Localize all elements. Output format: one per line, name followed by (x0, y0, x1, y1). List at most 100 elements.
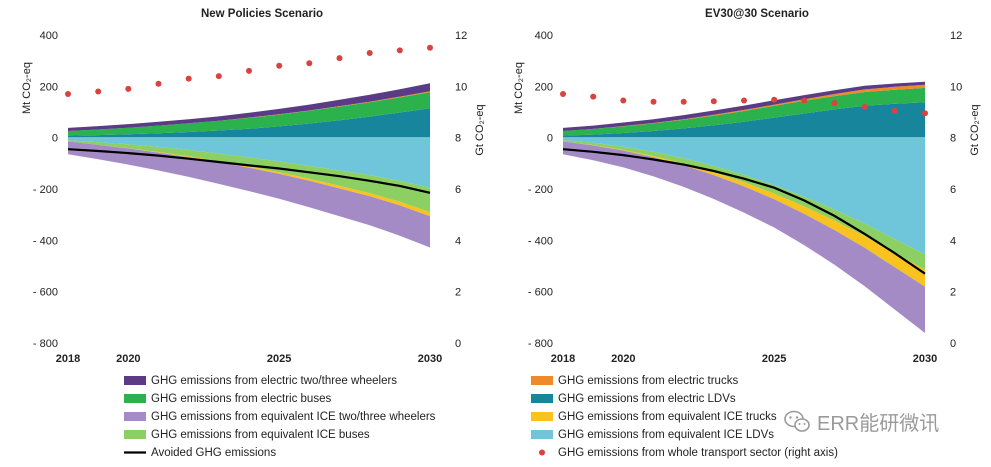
y-tick-label: 400 (40, 30, 58, 42)
y2-axis-label: Gt CO₂-eq (969, 104, 981, 155)
legend-label: GHG emissions from equivalent ICE two/th… (151, 411, 436, 423)
transport-sector-dot (336, 55, 343, 62)
legend-label: GHG emissions from whole transport secto… (558, 447, 838, 459)
y-axis-label: Mt CO₂-eq (513, 62, 525, 114)
y2-tick-label: 2 (455, 287, 461, 299)
y2-tick-label: 4 (950, 235, 956, 247)
y-tick-label: 200 (40, 81, 58, 93)
legend-label: GHG emissions from electric two/three wh… (151, 375, 397, 387)
panel-ev3030: 400 200 0 - 200 - 400 - 600 - 800 12 10 8 6 4 2 0 2018… (513, 8, 981, 365)
y2-tick-label: 10 (950, 81, 962, 93)
x-tick-label: 2018 (56, 353, 80, 365)
y-tick-label: 400 (535, 30, 553, 42)
watermark: ERR能研微讯 (784, 410, 939, 435)
y-axis-label: Mt CO₂-eq (21, 62, 33, 114)
y-tick-label: - 800 (528, 338, 553, 350)
area-positive-3 (563, 81, 925, 131)
y-tick-label: - 400 (528, 235, 553, 247)
x-tick-label: 2025 (267, 353, 291, 365)
legend-right: GHG emissions from electric trucks GHG em… (531, 375, 838, 459)
area-positive-3 (68, 83, 430, 131)
transport-sector-dot (215, 73, 222, 80)
transport-sector-dot (650, 98, 657, 105)
chart-title: New Policies Scenario (201, 8, 323, 20)
y2-tick-label: 12 (950, 30, 962, 42)
x-tick-label: 2020 (116, 353, 140, 365)
x-tick-label: 2025 (762, 353, 786, 365)
area-negative-3 (563, 141, 925, 333)
y2-tick-label: 8 (950, 133, 956, 145)
chart-title: EV30@30 Scenario (705, 8, 809, 20)
legend-swatch (539, 449, 545, 456)
transport-sector-dot (861, 103, 868, 110)
transport-sector-dot (396, 47, 403, 54)
y-tick-label: - 200 (33, 184, 58, 196)
y2-tick-label: 10 (455, 81, 467, 93)
area-negative-0 (563, 137, 925, 255)
transport-sector-dot (95, 88, 102, 95)
x-tick-label: 2030 (418, 353, 442, 365)
transport-sector-dot (741, 97, 747, 104)
transport-sector-dot (922, 110, 928, 117)
legend-left: GHG emissions from electric two/three wh… (124, 375, 436, 459)
x-tick-label: 2030 (913, 353, 937, 365)
avoided-emissions-line (67, 148, 431, 194)
y-tick-label: - 400 (33, 235, 58, 247)
transport-sector-dot (246, 67, 252, 74)
avoided-emissions-line (562, 148, 926, 275)
area-positive-2 (563, 84, 925, 131)
area-negative-0 (68, 137, 430, 188)
y-tick-label: 0 (547, 133, 553, 145)
area-positive-0 (68, 108, 430, 138)
watermark-text: ERR能研微讯 (817, 412, 939, 435)
legend-label: GHG emissions from electric buses (151, 393, 331, 405)
y2-tick-label: 8 (455, 133, 461, 145)
legend-swatch (124, 376, 146, 385)
area-negative-3 (68, 141, 430, 248)
legend-swatch (531, 430, 553, 439)
transport-sector-dot (680, 98, 687, 105)
legend-swatch (531, 412, 553, 421)
y-tick-label: - 600 (33, 287, 58, 299)
transport-sector-dot (366, 50, 373, 56)
legend-swatch (124, 412, 146, 421)
legend-swatch (531, 376, 553, 385)
y2-tick-label: 2 (950, 287, 956, 299)
transport-sector-dot (710, 98, 717, 105)
legend-label: Avoided GHG emissions (151, 447, 276, 459)
legend-label: GHG emissions from electric trucks (558, 375, 738, 387)
transport-sector-dot (65, 91, 71, 97)
legend-label: GHG emissions from equivalent ICE buses (151, 429, 370, 441)
area-positive-0 (563, 102, 925, 138)
y-tick-label: - 800 (33, 338, 58, 350)
legend-swatch (124, 430, 146, 439)
y-tick-label: - 200 (528, 184, 553, 196)
area-positive-1 (68, 92, 430, 136)
y-tick-label: - 600 (528, 287, 553, 299)
transport-sector-dot (560, 91, 566, 97)
area-positive-1 (563, 87, 925, 136)
area-negative-1 (68, 140, 430, 213)
x-tick-label: 2018 (551, 353, 575, 365)
legend-label: GHG emissions from equivalent ICE trucks (558, 411, 777, 423)
legend-swatch (531, 394, 553, 403)
transport-sector-dot (427, 44, 433, 51)
transport-sector-dot (891, 107, 898, 114)
legend-label: GHG emissions from equivalent ICE LDVs (558, 429, 774, 441)
y-tick-label: 200 (535, 81, 553, 93)
y-tick-label: 0 (52, 133, 58, 145)
panel-new-policies: 400 200 0 - 200 - 400 - 600 - 800 12 10 8 6 4 2 0 2018… (21, 8, 486, 365)
y2-tick-label: 0 (950, 338, 956, 350)
transport-sector-dot (276, 62, 283, 69)
y2-tick-label: 12 (455, 30, 467, 42)
y2-tick-label: 6 (950, 184, 956, 196)
y2-tick-label: 4 (455, 235, 461, 247)
transport-sector-dot (620, 97, 627, 104)
transport-sector-dot (155, 80, 162, 87)
transport-sector-dot (801, 97, 808, 104)
y2-tick-label: 0 (455, 338, 461, 350)
transport-sector-dot (771, 96, 778, 103)
transport-sector-dot (306, 60, 313, 67)
x-tick-label: 2020 (611, 353, 635, 365)
